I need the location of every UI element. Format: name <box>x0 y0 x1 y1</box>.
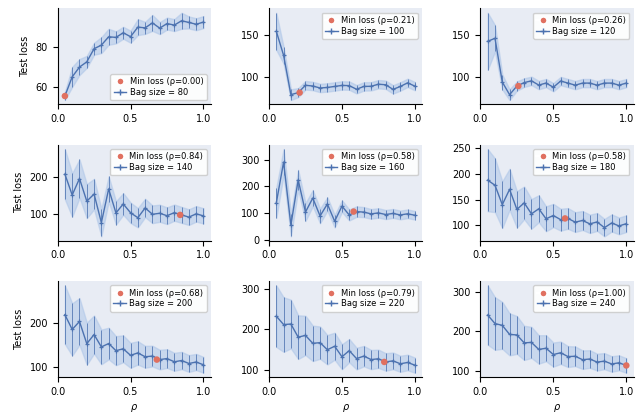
Legend: Min loss (ρ=0.58), Bag size = 180: Min loss (ρ=0.58), Bag size = 180 <box>533 149 629 175</box>
Point <box>152 356 162 363</box>
X-axis label: ρ: ρ <box>342 402 349 412</box>
X-axis label: ρ: ρ <box>131 402 138 412</box>
Legend: Min loss (ρ=0.79), Bag size = 220: Min loss (ρ=0.79), Bag size = 220 <box>322 285 418 312</box>
Point <box>379 359 389 365</box>
Legend: Min loss (ρ=0.26), Bag size = 120: Min loss (ρ=0.26), Bag size = 120 <box>533 13 629 39</box>
Legend: Min loss (ρ=0.00), Bag size = 80: Min loss (ρ=0.00), Bag size = 80 <box>110 74 207 100</box>
Point <box>560 215 570 222</box>
Legend: Min loss (ρ=0.21), Bag size = 100: Min loss (ρ=0.21), Bag size = 100 <box>322 13 418 39</box>
Y-axis label: Test loss: Test loss <box>20 36 30 77</box>
Legend: Min loss (ρ=0.84), Bag size = 140: Min loss (ρ=0.84), Bag size = 140 <box>110 149 207 175</box>
Point <box>294 89 305 96</box>
X-axis label: ρ: ρ <box>554 402 560 412</box>
Y-axis label: Test loss: Test loss <box>14 308 24 350</box>
Point <box>60 93 70 99</box>
Point <box>349 208 359 215</box>
Legend: Min loss (ρ=0.58), Bag size = 160: Min loss (ρ=0.58), Bag size = 160 <box>322 149 418 175</box>
Point <box>621 362 632 369</box>
Point <box>513 83 524 89</box>
Legend: Min loss (ρ=1.00), Bag size = 240: Min loss (ρ=1.00), Bag size = 240 <box>533 285 629 312</box>
Legend: Min loss (ρ=0.68), Bag size = 200: Min loss (ρ=0.68), Bag size = 200 <box>110 285 207 312</box>
Point <box>175 212 185 218</box>
Y-axis label: Test loss: Test loss <box>14 172 24 213</box>
